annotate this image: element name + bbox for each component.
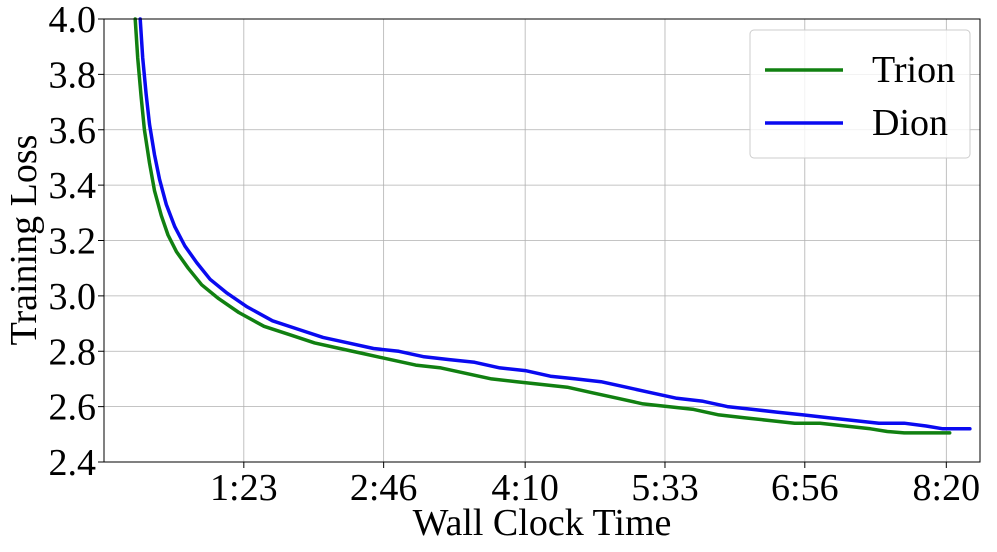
y-tick-label: 3.8 <box>49 54 97 96</box>
series-line-dion <box>138 17 972 431</box>
y-axis-ticks: 2.4 2.6 2.8 3.0 3.2 3.4 3.6 3.8 4.0 <box>49 0 104 484</box>
legend-label-trion: Trion <box>872 49 955 91</box>
x-tick-label: 6:56 <box>771 467 839 509</box>
series-line-trion <box>133 17 952 435</box>
x-tick-label: 4:10 <box>491 467 559 509</box>
x-axis-label: Wall Clock Time <box>413 502 672 544</box>
x-tick-label: 2:46 <box>350 467 418 509</box>
x-tick-label: 8:20 <box>913 467 981 509</box>
y-tick-label: 3.4 <box>49 165 97 207</box>
y-tick-label: 3.2 <box>49 221 97 263</box>
legend-box <box>749 29 971 159</box>
x-tick-label: 1:23 <box>210 467 278 509</box>
x-tick-label: 5:33 <box>631 467 699 509</box>
series-lines <box>133 17 972 435</box>
y-tick-label: 2.4 <box>49 442 97 484</box>
legend-label-dion: Dion <box>872 102 948 144</box>
y-tick-label: 2.6 <box>49 387 97 429</box>
y-tick-label: 4.0 <box>49 0 97 41</box>
x-axis-ticks: 1:23 2:46 4:10 5:33 6:56 8:20 <box>210 462 980 509</box>
y-tick-label: 3.0 <box>49 276 97 318</box>
legend: Trion Dion <box>749 29 971 159</box>
y-tick-label: 3.6 <box>49 110 97 152</box>
y-axis-label: Training Loss <box>3 135 45 346</box>
y-tick-label: 2.8 <box>49 331 97 373</box>
